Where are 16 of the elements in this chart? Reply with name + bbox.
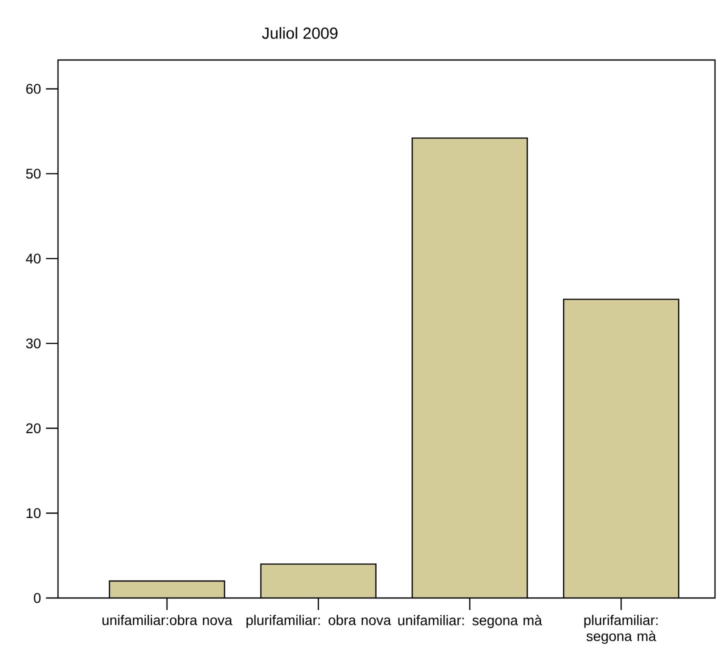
x-tick-label: plurifamiliar: segona mà <box>584 614 658 644</box>
bar <box>412 137 528 598</box>
y-tick-label: 60 <box>26 84 41 94</box>
bar <box>563 298 680 598</box>
x-tick-label: plurifamiliar: obra nova <box>246 614 392 628</box>
bar <box>260 563 377 598</box>
y-tick-label: 20 <box>26 423 41 434</box>
y-tick-label: 0 <box>34 593 41 603</box>
bar <box>109 581 225 598</box>
y-tick-label: 10 <box>26 508 41 518</box>
y-tick-label: 30 <box>26 338 41 348</box>
x-tick-label: unifamiliar:obra nova <box>102 614 232 626</box>
y-tick-label: 50 <box>26 168 41 179</box>
x-tick-label: unifamiliar: segona mà <box>398 614 542 628</box>
chart-title: Juliol 2009 <box>262 27 338 39</box>
y-tick-label: 40 <box>26 254 41 264</box>
